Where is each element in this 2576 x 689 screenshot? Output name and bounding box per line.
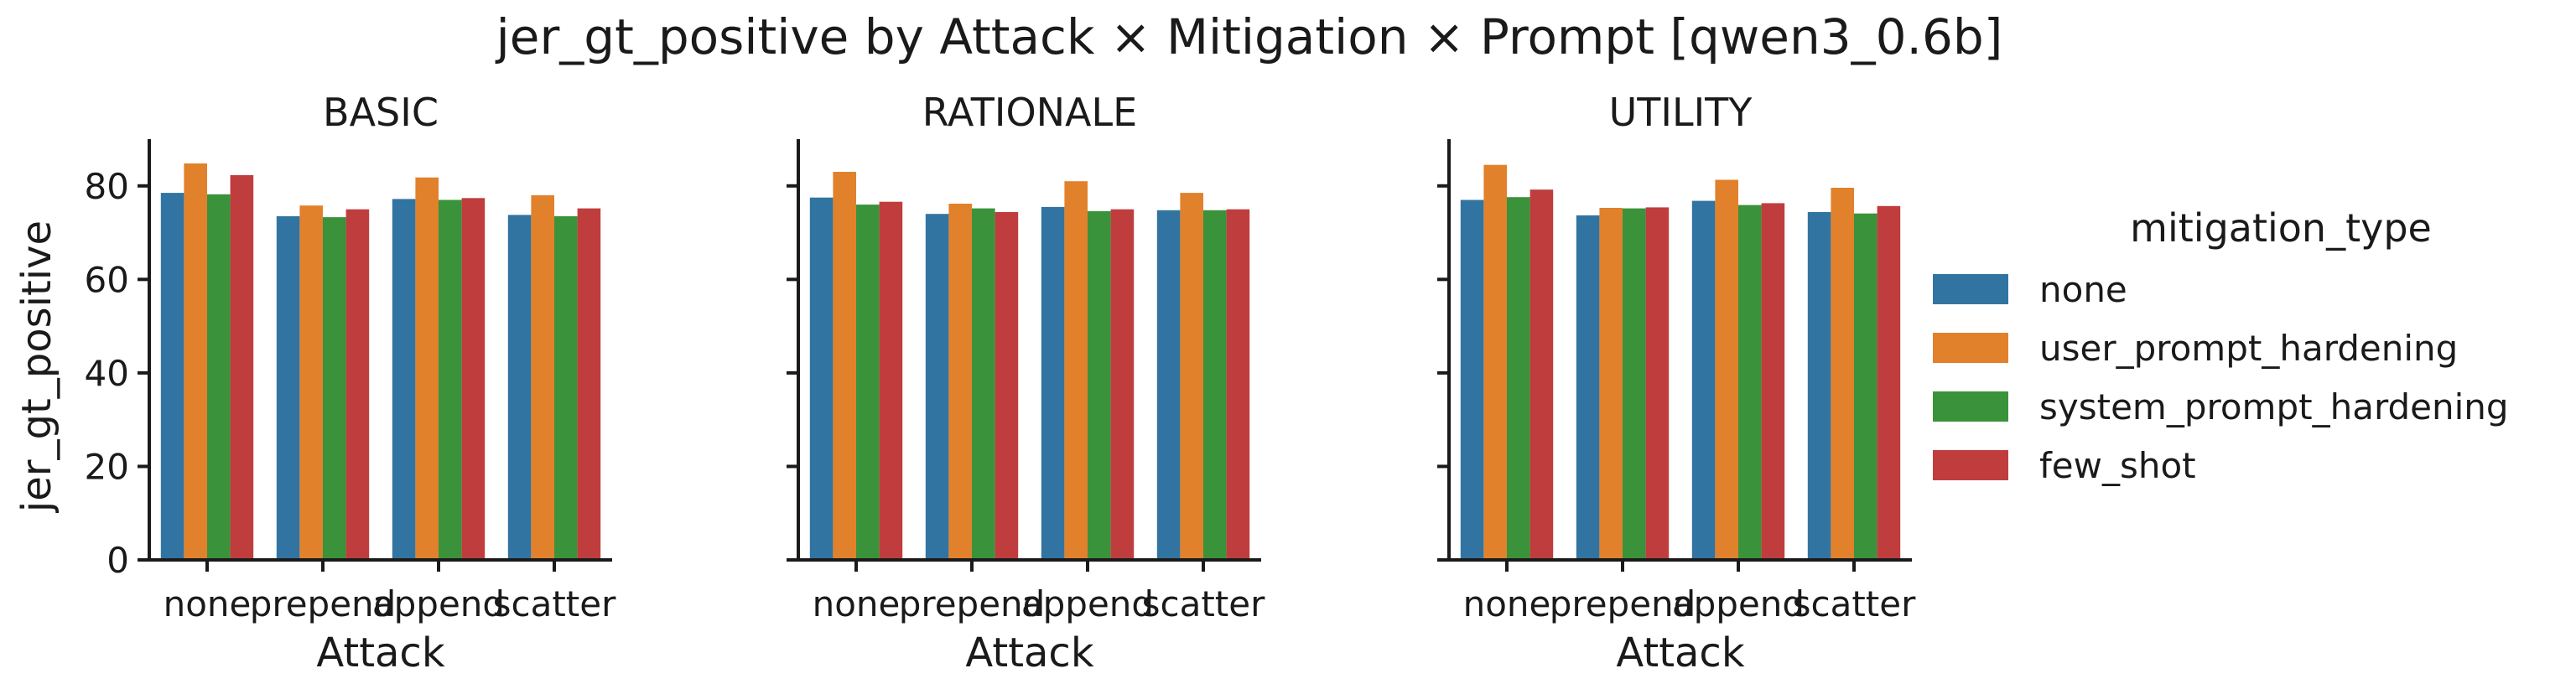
legend-swatch-user_prompt_hardening bbox=[1933, 333, 2008, 363]
bar-system_prompt_hardening-none bbox=[207, 194, 231, 561]
bar-user_prompt_hardening-prepend bbox=[299, 205, 323, 560]
bar-user_prompt_hardening-append bbox=[415, 177, 439, 560]
bar-user_prompt_hardening-none bbox=[184, 163, 207, 560]
legend-title: mitigation_type bbox=[2130, 205, 2432, 251]
y-tick-label: 0 bbox=[106, 540, 129, 581]
bar-none-prepend bbox=[925, 214, 949, 560]
y-tick-label: 20 bbox=[85, 446, 129, 487]
bar-few_shot-scatter bbox=[1877, 205, 1901, 561]
bar-few_shot-prepend bbox=[345, 209, 370, 560]
y-axis-label: jer_gt_positive bbox=[13, 220, 60, 513]
x-tick-label: append bbox=[1021, 583, 1154, 624]
x-tick-label: none bbox=[1463, 583, 1551, 624]
bar-system_prompt_hardening-append bbox=[1088, 210, 1111, 560]
bar-user_prompt_hardening-prepend bbox=[1599, 208, 1623, 560]
panel-title: UTILITY bbox=[1609, 90, 1753, 135]
bar-none-prepend bbox=[1576, 215, 1600, 560]
bar-none-scatter bbox=[507, 215, 532, 560]
bar-none-prepend bbox=[276, 216, 300, 560]
x-tick-label: append bbox=[372, 583, 505, 624]
x-tick-label: prepend bbox=[250, 583, 397, 624]
legend-label-few_shot: few_shot bbox=[2039, 445, 2196, 486]
legend-swatch-none bbox=[1933, 274, 2008, 304]
x-axis-label: Attack bbox=[1616, 629, 1744, 676]
bar-system_prompt_hardening-append bbox=[439, 199, 462, 560]
x-tick-label: prepend bbox=[899, 583, 1046, 624]
x-tick-label: scatter bbox=[1793, 583, 1916, 624]
y-tick-label: 80 bbox=[85, 166, 129, 207]
bar-none-append bbox=[1041, 206, 1065, 560]
bar-none-append bbox=[392, 199, 416, 560]
bar-none-none bbox=[160, 193, 184, 560]
bars bbox=[809, 172, 1250, 561]
bar-user_prompt_hardening-none bbox=[1483, 164, 1507, 560]
bar-none-scatter bbox=[1807, 212, 1831, 560]
bar-few_shot-scatter bbox=[577, 208, 601, 560]
bar-system_prompt_hardening-append bbox=[1738, 205, 1762, 560]
x-tick-label: append bbox=[1672, 583, 1805, 624]
x-tick-label: scatter bbox=[1142, 583, 1265, 624]
bar-system_prompt_hardening-none bbox=[1507, 197, 1530, 560]
bar-few_shot-none bbox=[879, 201, 903, 560]
y-tick-label: 60 bbox=[85, 259, 129, 300]
bar-system_prompt_hardening-prepend bbox=[1623, 208, 1646, 560]
bars bbox=[1460, 164, 1901, 561]
bar-few_shot-append bbox=[1761, 203, 1785, 560]
x-tick-label: none bbox=[164, 583, 252, 624]
bar-user_prompt_hardening-scatter bbox=[1180, 193, 1203, 560]
y-tick-label: 40 bbox=[85, 353, 129, 394]
bar-user_prompt_hardening-scatter bbox=[531, 194, 554, 560]
bar-few_shot-none bbox=[230, 174, 254, 560]
x-axis-label: Attack bbox=[316, 629, 444, 676]
bar-system_prompt_hardening-scatter bbox=[554, 216, 578, 560]
legend-swatch-system_prompt_hardening bbox=[1933, 391, 2008, 422]
bar-few_shot-scatter bbox=[1226, 209, 1250, 560]
bar-system_prompt_hardening-none bbox=[856, 205, 880, 560]
bar-user_prompt_hardening-scatter bbox=[1831, 188, 1854, 560]
bar-user_prompt_hardening-prepend bbox=[948, 204, 972, 560]
bar-user_prompt_hardening-none bbox=[833, 172, 856, 560]
bar-system_prompt_hardening-scatter bbox=[1854, 213, 1877, 560]
bar-none-none bbox=[1460, 199, 1484, 560]
bar-few_shot-prepend bbox=[995, 212, 1019, 560]
panel-title: BASIC bbox=[323, 90, 439, 135]
bar-system_prompt_hardening-prepend bbox=[323, 217, 346, 560]
legend-swatch-few_shot bbox=[1933, 450, 2008, 480]
bar-user_prompt_hardening-append bbox=[1715, 179, 1738, 560]
chart-panels: BASIC020406080noneprependappendscatterAt… bbox=[13, 90, 1916, 676]
bars bbox=[160, 163, 601, 561]
bar-user_prompt_hardening-append bbox=[1064, 181, 1088, 560]
legend-label-user_prompt_hardening: user_prompt_hardening bbox=[2039, 328, 2458, 369]
bar-few_shot-append bbox=[1110, 209, 1135, 560]
chart-title: jer_gt_positive by Attack × Mitigation ×… bbox=[495, 8, 2003, 65]
panel-title: RATIONALE bbox=[922, 90, 1137, 135]
bar-none-none bbox=[809, 197, 834, 560]
x-tick-label: scatter bbox=[493, 583, 616, 624]
bar-few_shot-none bbox=[1530, 189, 1554, 560]
x-tick-label: prepend bbox=[1550, 583, 1696, 624]
bar-system_prompt_hardening-prepend bbox=[972, 208, 995, 560]
x-axis-label: Attack bbox=[965, 629, 1093, 676]
bar-none-append bbox=[1691, 200, 1716, 560]
legend-label-none: none bbox=[2039, 269, 2127, 310]
bar-system_prompt_hardening-scatter bbox=[1203, 210, 1227, 561]
bar-none-scatter bbox=[1156, 210, 1181, 561]
bar-few_shot-prepend bbox=[1645, 207, 1670, 560]
x-tick-label: none bbox=[813, 583, 901, 624]
legend-label-system_prompt_hardening: system_prompt_hardening bbox=[2039, 386, 2509, 427]
bar-few_shot-append bbox=[461, 198, 486, 561]
